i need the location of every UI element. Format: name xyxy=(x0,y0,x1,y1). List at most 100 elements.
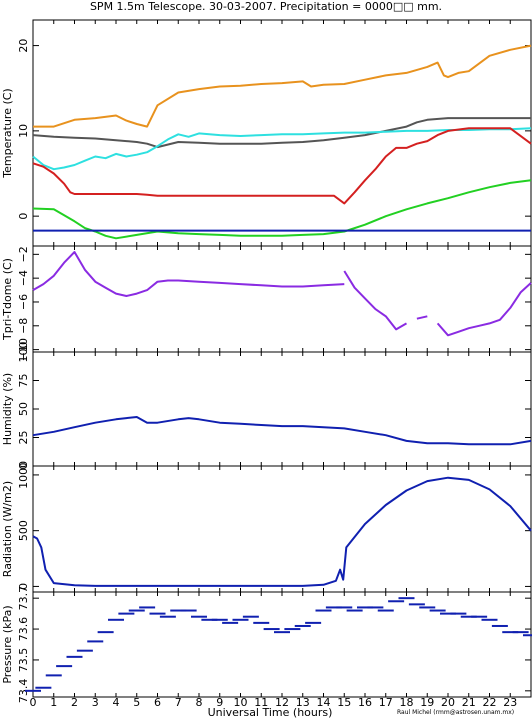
data-point xyxy=(118,612,135,615)
y-tick-label: 73.4 xyxy=(17,679,30,704)
x-tick-label: 1 xyxy=(50,696,57,709)
chart-title: SPM 1.5m Telescope. 30-03-2007. Precipit… xyxy=(90,0,442,13)
y-tick-label: 10 xyxy=(17,124,30,138)
x-tick-label: 6 xyxy=(154,696,161,709)
data-point xyxy=(274,631,290,634)
y-tick-label: 73.5 xyxy=(17,648,30,673)
data-point xyxy=(149,612,166,615)
data-point xyxy=(139,606,156,609)
data-point xyxy=(502,631,519,634)
data-point xyxy=(481,618,498,621)
data-point xyxy=(294,624,311,627)
data-point xyxy=(180,609,197,612)
data-point xyxy=(346,609,363,612)
x-tick-label: 5 xyxy=(133,696,140,709)
data-point xyxy=(159,615,176,618)
x-tick-label: 21 xyxy=(462,696,476,709)
data-point xyxy=(232,618,249,621)
y-tick-label: 75 xyxy=(17,374,30,388)
credit-text: Raul Michel (rmm@astrosen.unam.mx) xyxy=(397,709,514,716)
data-point xyxy=(201,618,218,621)
data-point xyxy=(284,628,301,631)
y-axis-label: Temperature (C) xyxy=(1,88,14,178)
y-tick-label: −6 xyxy=(17,294,30,310)
data-point xyxy=(429,609,446,612)
x-tick-label: 3 xyxy=(92,696,99,709)
data-point xyxy=(523,634,532,637)
y-axis-label: Pressure (kPa) xyxy=(1,605,14,683)
x-tick-label: 22 xyxy=(483,696,497,709)
data-point xyxy=(471,615,488,618)
data-point xyxy=(305,621,322,624)
data-point xyxy=(25,689,41,692)
y-tick-label: 500 xyxy=(17,520,30,541)
x-tick-label: 14 xyxy=(317,696,331,709)
x-tick-label: 15 xyxy=(337,696,351,709)
y-tick-label: 50 xyxy=(17,402,30,416)
data-point xyxy=(325,606,342,609)
y-tick-label: 73.6 xyxy=(17,617,30,642)
x-tick-label: 18 xyxy=(400,696,414,709)
panel-frame xyxy=(32,19,532,247)
data-point xyxy=(170,609,187,612)
series-line-0 xyxy=(32,251,345,297)
data-point xyxy=(87,640,104,643)
y-tick-label: 20 xyxy=(17,39,30,53)
data-point xyxy=(367,606,384,609)
panel-frame xyxy=(32,245,532,353)
y-tick-label: −10 xyxy=(17,338,30,361)
x-tick-label: 9 xyxy=(216,696,223,709)
y-tick-label: −8 xyxy=(17,318,30,334)
x-tick-label: 13 xyxy=(296,696,310,709)
panel-frame xyxy=(32,591,532,698)
data-point xyxy=(357,606,373,609)
x-axis-label: Universal Time (hours) xyxy=(208,706,333,719)
data-point xyxy=(408,603,425,606)
data-point xyxy=(56,665,73,668)
series-line-3 xyxy=(436,282,532,337)
panel-frame xyxy=(32,351,532,467)
series-line-0 xyxy=(32,416,532,446)
y-tick-label: 0 xyxy=(17,213,30,220)
panel-frame xyxy=(32,465,532,593)
x-tick-label: 7 xyxy=(175,696,182,709)
data-point xyxy=(491,624,508,627)
series-line-1 xyxy=(343,270,407,331)
data-point xyxy=(253,621,270,624)
x-tick-label: 2 xyxy=(71,696,78,709)
x-tick-label: 23 xyxy=(503,696,517,709)
data-point xyxy=(450,612,467,615)
data-point xyxy=(398,597,415,600)
data-point xyxy=(440,612,456,615)
x-tick-label: 10 xyxy=(234,696,248,709)
data-point xyxy=(263,628,280,631)
data-point xyxy=(76,649,93,652)
data-point xyxy=(377,609,394,612)
series-line-0 xyxy=(33,44,532,128)
x-tick-label: 12 xyxy=(275,696,289,709)
y-tick-label: −4 xyxy=(17,270,30,286)
data-point xyxy=(97,631,114,634)
data-point xyxy=(191,615,207,618)
x-tick-label: 8 xyxy=(196,696,203,709)
data-point xyxy=(512,631,529,634)
data-point xyxy=(242,615,259,618)
series-line-0 xyxy=(32,476,532,587)
data-point xyxy=(460,615,477,618)
data-point xyxy=(211,618,228,621)
data-point xyxy=(222,621,239,624)
x-tick-label: 16 xyxy=(358,696,372,709)
x-tick-label: 0 xyxy=(30,696,37,709)
x-tick-label: 11 xyxy=(254,696,268,709)
x-tick-label: 20 xyxy=(441,696,455,709)
data-point xyxy=(336,606,353,609)
series-0 xyxy=(25,597,532,692)
data-point xyxy=(128,609,145,612)
x-tick-label: 19 xyxy=(420,696,434,709)
data-point xyxy=(45,674,62,677)
y-tick-label: −2 xyxy=(17,246,30,262)
